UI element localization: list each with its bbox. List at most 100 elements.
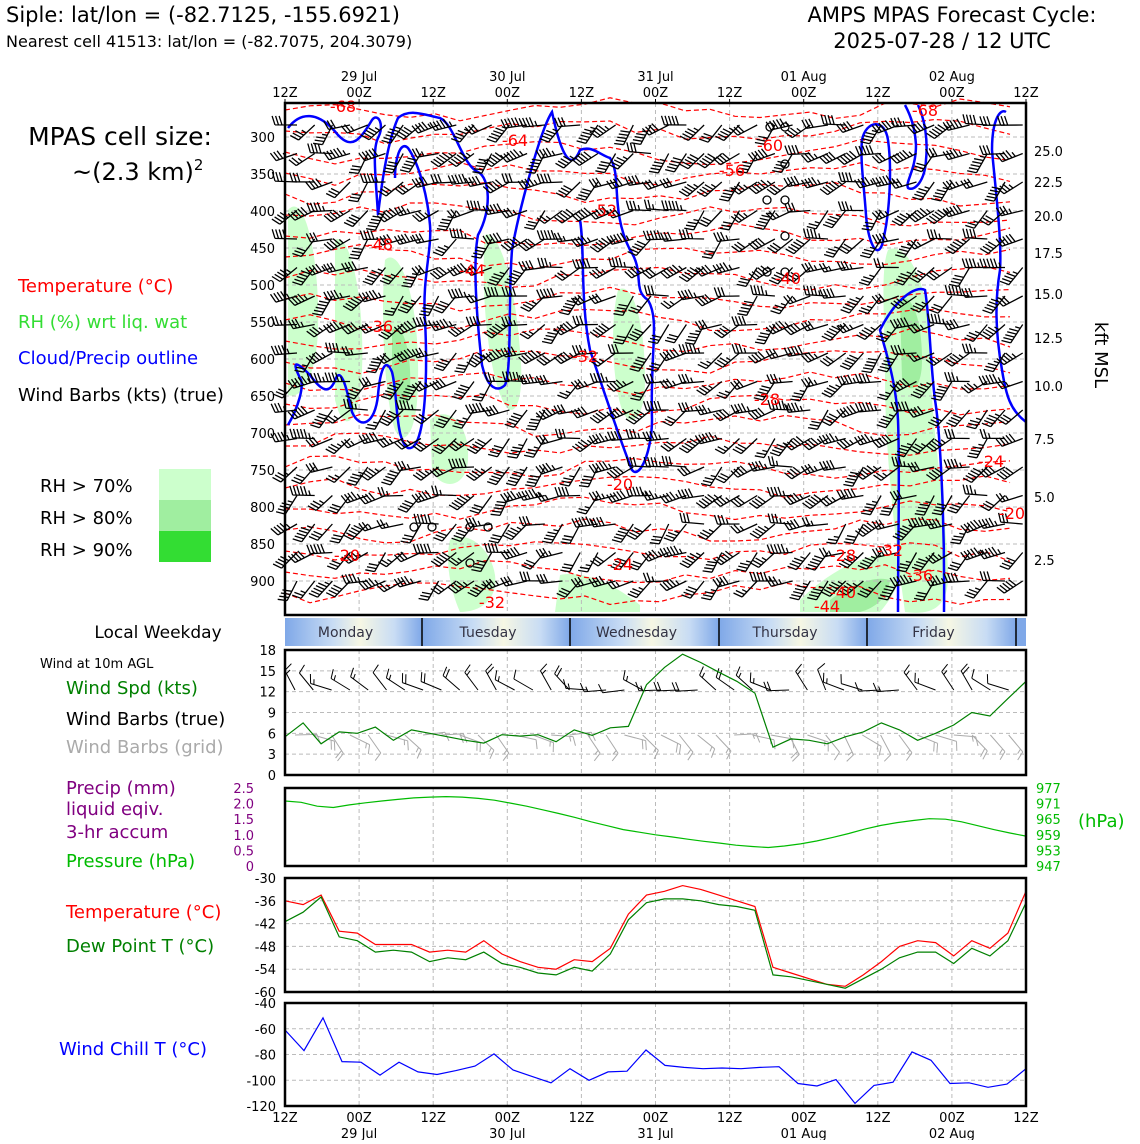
calm-circle xyxy=(465,558,475,568)
wind-barb xyxy=(464,293,492,304)
wind-barb xyxy=(376,519,404,530)
wind-barb xyxy=(978,373,1006,386)
wind-barb xyxy=(715,734,732,760)
precip-tick-label: 1.5 xyxy=(233,813,254,828)
wind-barb xyxy=(907,322,935,334)
wind-barb xyxy=(648,153,670,174)
wind-barb xyxy=(964,324,988,343)
wind-barb xyxy=(464,664,479,691)
wind-barb xyxy=(553,321,581,336)
wind-barb xyxy=(429,466,457,478)
wind-barb xyxy=(308,523,333,541)
wind-barb xyxy=(341,573,368,585)
time-tick-label: 12Z xyxy=(717,1111,743,1126)
legend-temperature: Temperature (°C) xyxy=(17,276,173,297)
wind-barb xyxy=(836,150,864,165)
wind-barb xyxy=(935,734,958,751)
wind-barb xyxy=(420,672,442,691)
calm-circle xyxy=(780,267,790,277)
wind-barb xyxy=(661,455,687,468)
wind-barb xyxy=(995,149,1023,163)
wind-barb xyxy=(323,119,351,131)
weekday-name: Thursday xyxy=(751,625,817,641)
wind-barb xyxy=(269,150,298,162)
wind-barb xyxy=(748,237,776,251)
wind-barb xyxy=(825,734,840,761)
wind-barb xyxy=(570,576,599,588)
wind-barb xyxy=(571,151,599,166)
wind-barb xyxy=(306,543,333,555)
wind-barb xyxy=(500,236,528,252)
wind-barb xyxy=(766,486,793,497)
wind-barb xyxy=(889,178,917,189)
wind-barb xyxy=(643,199,669,212)
wind-barb xyxy=(730,494,758,508)
wind-barb xyxy=(381,466,404,486)
wind-barb xyxy=(747,407,776,420)
wind-barb xyxy=(678,343,705,354)
time-tick-label: 12Z xyxy=(272,86,298,101)
legend-rh90: RH > 90% xyxy=(40,540,133,561)
wind-barb xyxy=(944,238,971,255)
wind-barb xyxy=(801,151,829,163)
wind-barb xyxy=(800,320,829,332)
wind-barb xyxy=(542,523,564,544)
wind-barb xyxy=(697,523,723,540)
wind-barb xyxy=(871,152,900,164)
wind-barb xyxy=(730,379,758,391)
series-line xyxy=(284,1016,1027,1105)
wind-barb xyxy=(801,516,829,527)
wind-barb xyxy=(907,352,935,363)
wind-barb xyxy=(289,124,316,141)
wind-barb xyxy=(348,238,369,260)
wind-barb xyxy=(376,234,404,246)
wind-barb xyxy=(518,117,545,128)
wind-barb xyxy=(588,266,616,279)
wind-barb xyxy=(287,375,315,389)
wind-barb xyxy=(331,734,344,762)
wind-barb xyxy=(379,267,404,285)
wind-barb xyxy=(821,381,847,398)
wind-barb xyxy=(412,543,439,554)
wind-barb xyxy=(660,231,687,242)
wind-barb xyxy=(433,523,457,542)
weekday-band xyxy=(867,618,1016,646)
wind-barb xyxy=(348,153,369,175)
wind-barb xyxy=(625,486,652,497)
wind-barb xyxy=(500,149,528,163)
wind-barb xyxy=(376,352,404,364)
wind-barb xyxy=(292,267,316,286)
wind-barb xyxy=(449,227,475,240)
kft-label: kft MSL xyxy=(1090,322,1111,388)
wind-barb xyxy=(399,153,422,173)
wind-barb xyxy=(465,517,492,528)
wind-barb xyxy=(730,209,758,223)
wind-barb xyxy=(404,734,422,759)
wind-barb xyxy=(747,148,776,162)
wind-barb xyxy=(606,379,634,392)
wind-barb xyxy=(696,380,723,396)
wind-barb xyxy=(892,523,917,541)
wind-barb xyxy=(329,523,351,544)
wind-barb xyxy=(611,523,634,543)
weekday-strip: Monday Tuesday Wednesday Thursday Friday xyxy=(285,618,1026,646)
wind-barb xyxy=(714,438,740,455)
temperature-contour xyxy=(284,371,1011,396)
wind-barb xyxy=(860,495,882,516)
wind-barb xyxy=(507,438,528,459)
wind-barb xyxy=(917,734,939,753)
wind-barb xyxy=(660,437,687,452)
pressure-tick-label: 900 xyxy=(250,575,275,590)
wind-barb xyxy=(377,181,404,197)
wind-barb xyxy=(966,409,988,430)
wind-barb xyxy=(836,260,864,271)
contour-label: -32 xyxy=(572,347,598,366)
profile-panel: -68-64 -60-56-52-48-44 -40-36-32-28-24-20-… xyxy=(250,97,1111,617)
wind-barb xyxy=(341,551,369,564)
time-tick-label: 00Z xyxy=(643,1111,669,1126)
wind-barb xyxy=(684,210,705,231)
wind-barb xyxy=(978,145,1006,156)
wind-barb xyxy=(559,295,581,316)
wind-barb xyxy=(907,238,935,250)
